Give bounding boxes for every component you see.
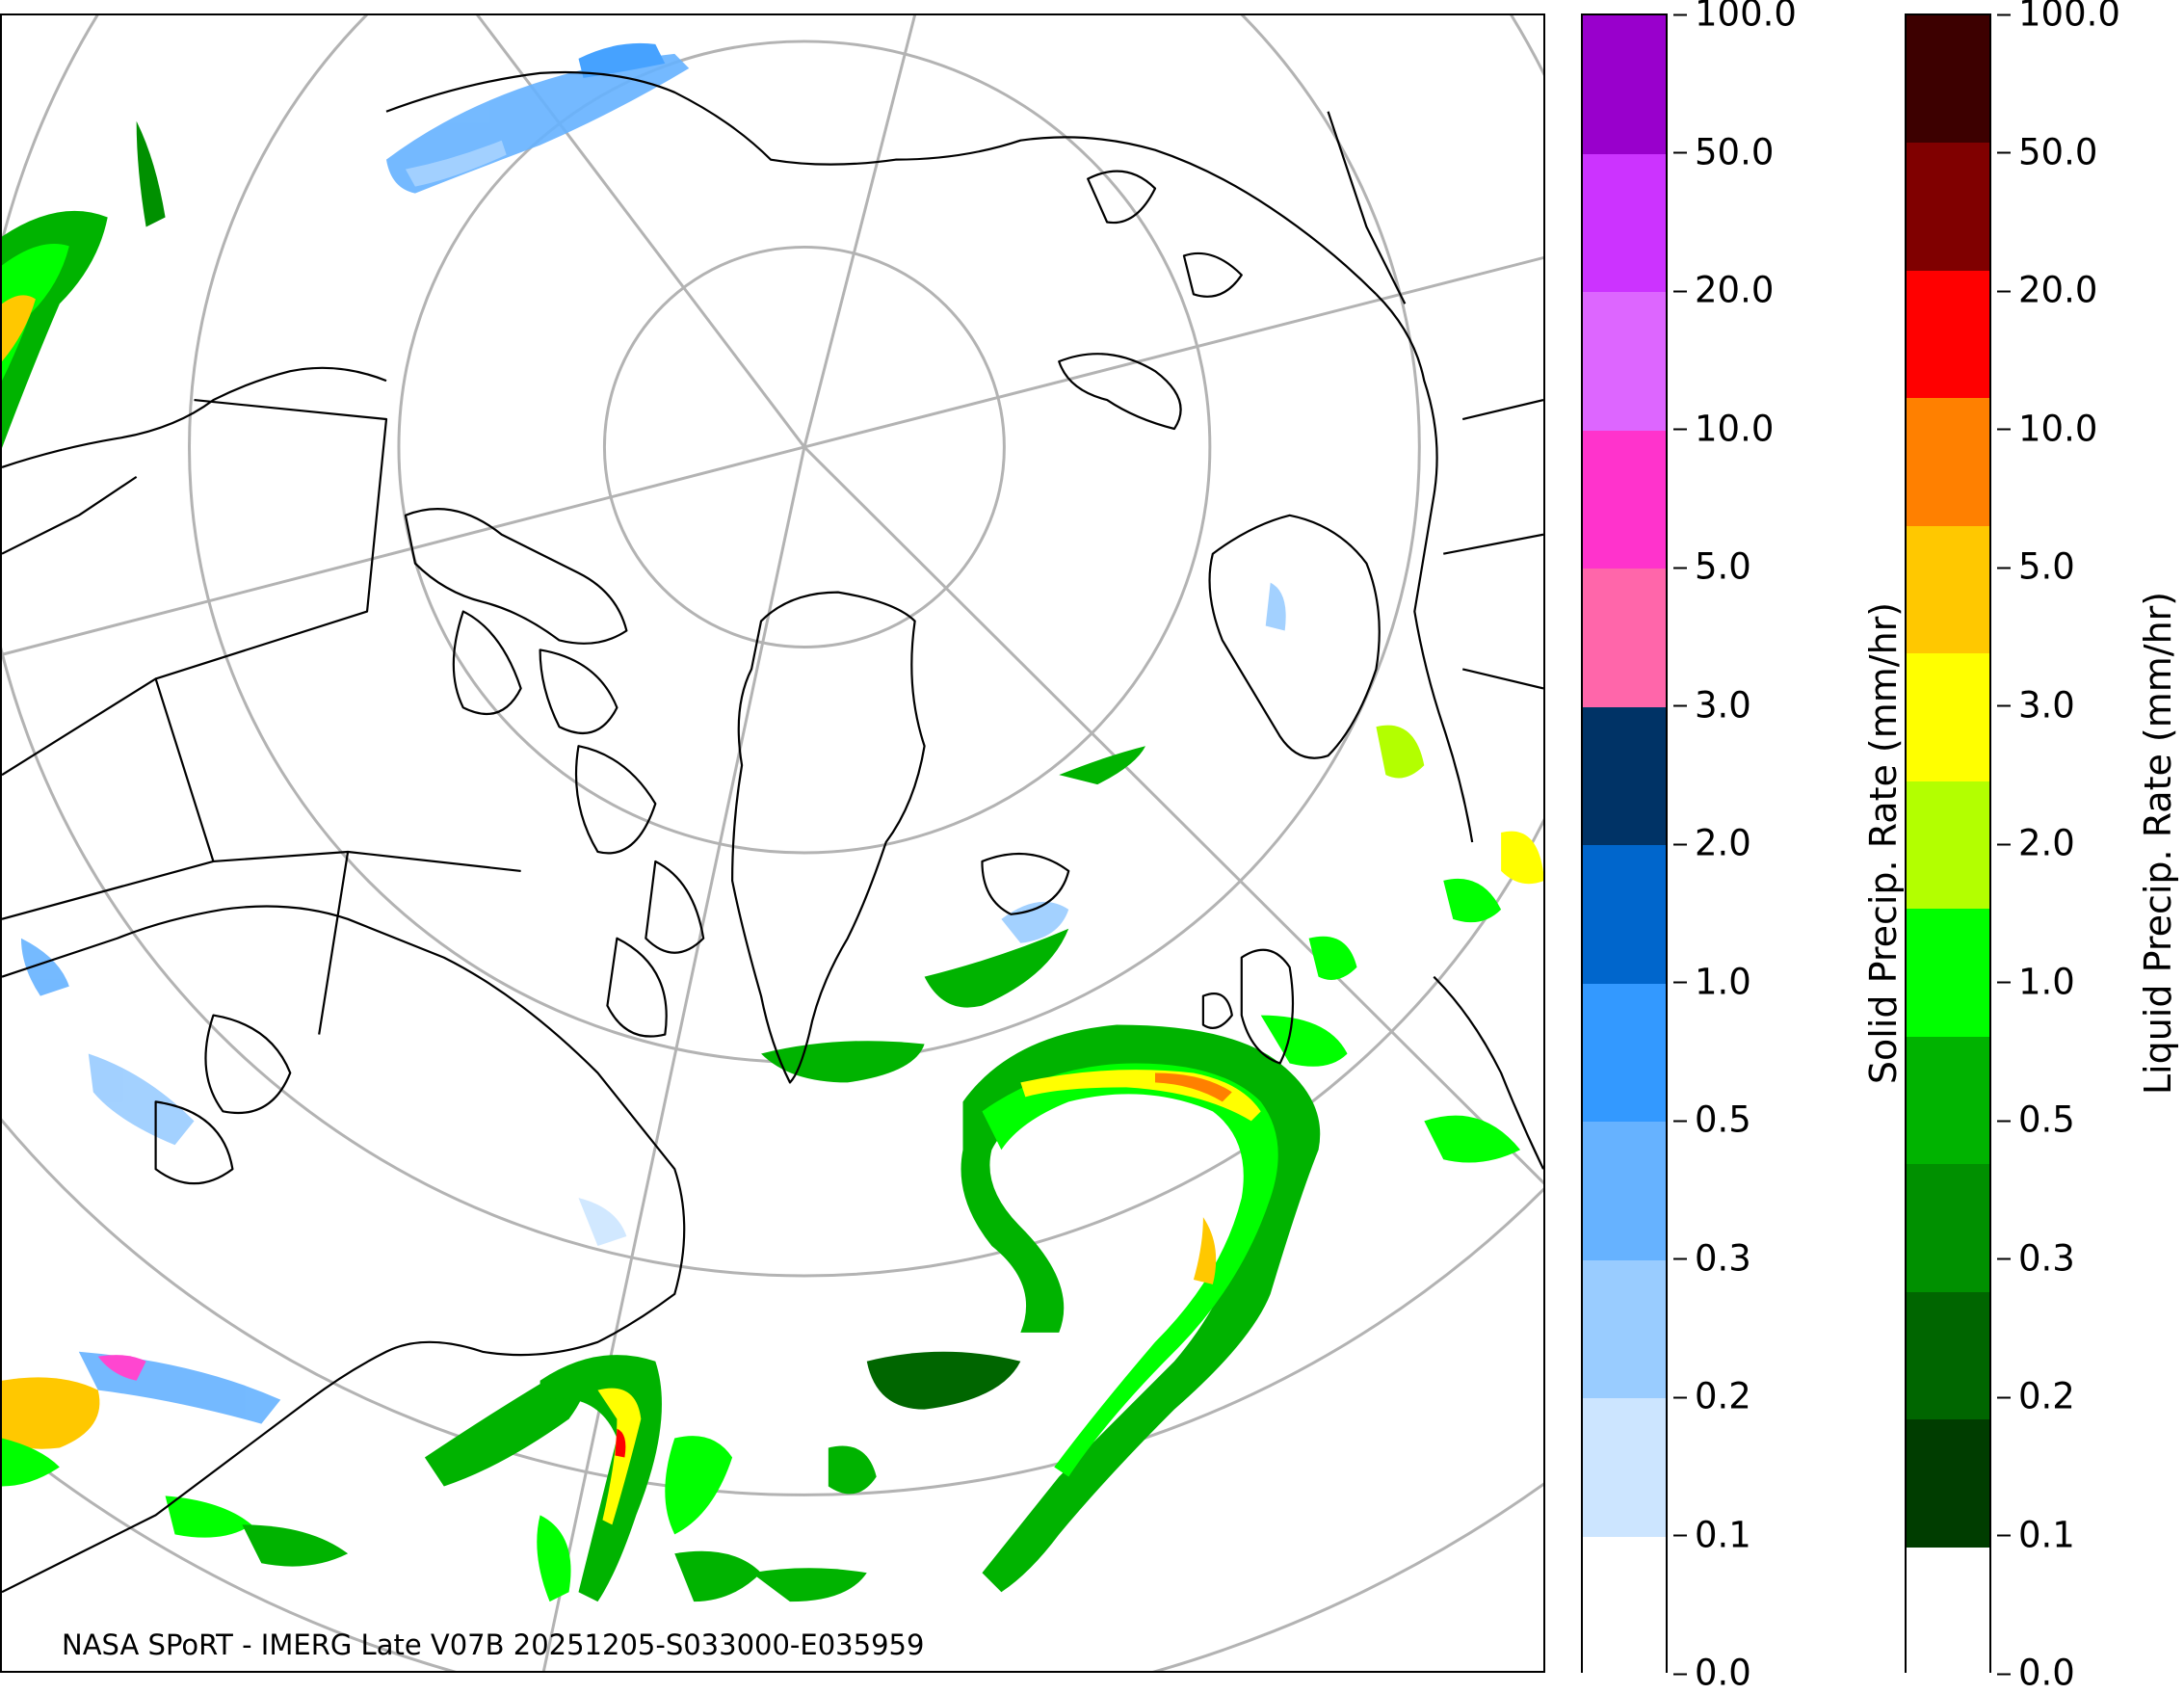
colorbar-tick-label: 0.1 bbox=[1997, 1514, 2075, 1555]
colorbar-tick-label: 0.1 bbox=[1673, 1514, 1751, 1555]
coastlines bbox=[2, 70, 1543, 1594]
colorbar-tick-label: 100.0 bbox=[1997, 0, 2120, 32]
map-canvas bbox=[2, 15, 1543, 1671]
colorbar-segment bbox=[1583, 1122, 1666, 1260]
colorbar-tick-label: 3.0 bbox=[1997, 684, 2075, 726]
precip-map: NASA SPoRT - IMERG Late V07B 20251205-S0… bbox=[0, 13, 1545, 1673]
solid-precip-tick-labels: 100.0 50.0 20.0 10.0 5.0 3.0 2.0 1.0 0.5 0.3 0.2 0.… bbox=[1672, 0, 1810, 1691]
colorbar-tick-label: 10.0 bbox=[1996, 408, 2098, 449]
colorbar-segment bbox=[1907, 525, 1989, 654]
colorbar-segment bbox=[1907, 1291, 1989, 1420]
colorbar-segment bbox=[1907, 781, 1989, 910]
colorbar-tick-label: 0.2 bbox=[1997, 1375, 2075, 1417]
colorbar-segment bbox=[1907, 270, 1989, 399]
colorbar-tick-label: 0.5 bbox=[1997, 1098, 2075, 1141]
colorbar-segment bbox=[1907, 15, 1989, 144]
colorbar-segment bbox=[1583, 845, 1666, 984]
colorbar-segment bbox=[1907, 1547, 1989, 1676]
colorbar-segment bbox=[1907, 909, 1989, 1038]
solid-precip-areas bbox=[20, 42, 1286, 1424]
data-credit-label: NASA SPoRT - IMERG Late V07B 20251205-S0… bbox=[62, 1628, 925, 1661]
solid-precip-colorbar bbox=[1581, 13, 1668, 1676]
colorbar-tick-label: 5.0 bbox=[1673, 545, 1751, 588]
colorbar-segment bbox=[1907, 143, 1989, 272]
colorbar-tick-label: 100.0 bbox=[1673, 0, 1797, 32]
solid-precip-label: Solid Precip. Rate (mm/hr) bbox=[1862, 601, 1905, 1085]
colorbar-segment bbox=[1583, 1259, 1666, 1399]
colorbar-segment bbox=[1907, 1419, 1989, 1548]
colorbar-tick-label: 1.0 bbox=[1673, 961, 1751, 1002]
graticule bbox=[2, 15, 1543, 1671]
colorbar-tick-label: 2.0 bbox=[1673, 822, 1751, 864]
liquid-precip-label: Liquid Precip. Rate (mm/hr) bbox=[2137, 591, 2179, 1096]
colorbar-tick-label: 0.3 bbox=[1673, 1237, 1751, 1279]
colorbar-tick-label: 0.2 bbox=[1673, 1375, 1751, 1417]
colorbar-segment bbox=[1907, 398, 1989, 527]
colorbar-tick-label: 50.0 bbox=[1672, 131, 1775, 172]
colorbar-segment bbox=[1583, 983, 1666, 1123]
colorbar-segment bbox=[1583, 292, 1666, 431]
liquid-precip-colorbar bbox=[1905, 13, 1991, 1676]
colorbar-tick-label: 50.0 bbox=[1996, 131, 2098, 172]
colorbar-segment bbox=[1583, 1536, 1666, 1676]
colorbar-segment bbox=[1583, 153, 1666, 293]
colorbar-segment bbox=[1583, 430, 1666, 569]
liquid-precip-areas bbox=[2, 120, 1543, 1602]
colorbar-segment bbox=[1583, 1398, 1666, 1537]
colorbar-segment bbox=[1583, 15, 1666, 154]
colorbar-segment bbox=[1583, 569, 1666, 707]
colorbar-tick-label: 0.0 bbox=[1673, 1652, 1751, 1694]
colorbar-segment bbox=[1907, 1164, 1989, 1293]
colorbar-segment bbox=[1907, 653, 1989, 782]
colorbar-tick-label: 1.0 bbox=[1997, 961, 2075, 1002]
liquid-precip-tick-labels: 100.0 50.0 20.0 10.0 5.0 3.0 2.0 1.0 0.5 0.3 0.2 0.… bbox=[1996, 0, 2134, 1691]
colorbar-segment bbox=[1907, 1036, 1989, 1165]
colorbar-tick-label: 20.0 bbox=[1672, 269, 1775, 311]
colorbar-tick-label: 0.0 bbox=[1997, 1652, 2075, 1694]
colorbar-tick-label: 10.0 bbox=[1672, 408, 1775, 449]
colorbar-segment bbox=[1583, 706, 1666, 846]
colorbar-tick-label: 3.0 bbox=[1673, 684, 1751, 726]
colorbar-tick-label: 2.0 bbox=[1997, 822, 2075, 864]
colorbar-tick-label: 0.5 bbox=[1673, 1098, 1751, 1141]
colorbar-tick-label: 5.0 bbox=[1997, 545, 2075, 588]
colorbar-tick-label: 0.3 bbox=[1997, 1237, 2075, 1279]
colorbar-tick-label: 20.0 bbox=[1996, 269, 2098, 311]
